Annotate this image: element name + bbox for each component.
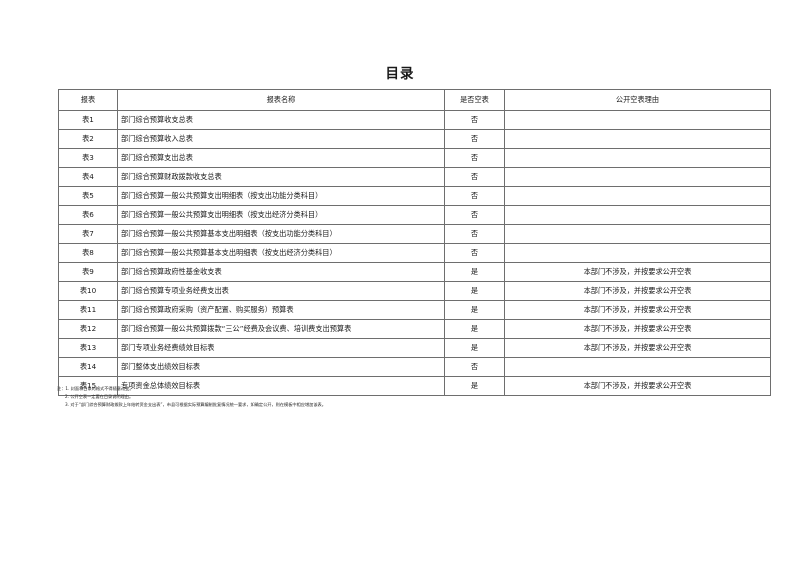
cell-is-empty: 否 — [444, 129, 505, 149]
cell-empty-reason — [504, 205, 771, 225]
cell-report-no: 表9 — [58, 262, 118, 282]
cell-report-no: 表10 — [58, 281, 118, 301]
cell-is-empty: 否 — [444, 243, 505, 263]
table-row: 表3 部门综合预算支出总表 否 — [58, 148, 771, 168]
table-row: 表5 部门综合预算一般公共预算支出明细表（按支出功能分类科目） 否 — [58, 186, 771, 206]
cell-report-no: 表15 — [58, 376, 118, 396]
cell-empty-reason: 本部门不涉及，并按要求公开空表 — [504, 300, 771, 320]
cell-empty-reason — [504, 148, 771, 168]
table-row: 表6 部门综合预算一般公共预算支出明细表（按支出经济分类科目） 否 — [58, 205, 771, 225]
cell-report-name: 部门综合预算一般公共预算基本支出明细表（按支出功能分类科目） — [117, 224, 445, 244]
cell-empty-reason: 本部门不涉及，并按要求公开空表 — [504, 262, 771, 282]
cell-is-empty: 否 — [444, 148, 505, 168]
footnote-text-1: 1. 封面和目录的格式不得随意改变。 — [65, 386, 134, 391]
table-row: 表15 专项资金总体绩效目标表 是 本部门不涉及，并按要求公开空表 — [58, 376, 771, 396]
table-body: 表1 部门综合预算收支总表 否 表2 部门综合预算收入总表 否 表3 部门综合预… — [58, 110, 771, 396]
cell-empty-reason — [504, 110, 771, 130]
cell-report-name: 部门综合预算一般公共预算支出明细表（按支出经济分类科目） — [117, 205, 445, 225]
header-empty-reason: 公开空表理由 — [504, 89, 771, 111]
header-report-name: 报表名称 — [117, 89, 445, 111]
cell-report-name: 部门专项业务经费绩效目标表 — [117, 338, 445, 358]
table-row: 表8 部门综合预算一般公共预算基本支出明细表（按支出经济分类科目） 否 — [58, 243, 771, 263]
table-row: 表4 部门综合预算财政拨款收支总表 否 — [58, 167, 771, 187]
table-row: 表2 部门综合预算收入总表 否 — [58, 129, 771, 149]
page-title: 目录 — [385, 66, 415, 82]
table-row: 表1 部门综合预算收支总表 否 — [58, 110, 771, 130]
cell-is-empty: 是 — [444, 262, 505, 282]
cell-report-name: 部门综合预算支出总表 — [117, 148, 445, 168]
cell-report-name: 部门综合预算一般公共预算支出明细表（按支出功能分类科目） — [117, 186, 445, 206]
header-is-empty: 是否空表 — [444, 89, 505, 111]
cell-report-no: 表8 — [58, 243, 118, 263]
cell-report-no: 表11 — [58, 300, 118, 320]
table-header-row: 报表 报表名称 是否空表 公开空表理由 — [58, 89, 771, 111]
table-row: 表12 部门综合预算一般公共预算拨款“三公”经费及会议费、培训费支出预算表 是 … — [58, 319, 771, 339]
cell-report-name: 部门综合预算政府采购（资产配置、购买服务）预算表 — [117, 300, 445, 320]
table-row: 表11 部门综合预算政府采购（资产配置、购买服务）预算表 是 本部门不涉及，并按… — [58, 300, 771, 320]
table-row: 表13 部门专项业务经费绩效目标表 是 本部门不涉及，并按要求公开空表 — [58, 338, 771, 358]
cell-report-no: 表14 — [58, 357, 118, 377]
cell-report-no: 表5 — [58, 186, 118, 206]
cell-empty-reason: 本部门不涉及，并按要求公开空表 — [504, 281, 771, 301]
cell-report-name: 部门整体支出绩效目标表 — [117, 357, 445, 377]
footnotes: 注：1. 封面和目录的格式不得随意改变。 2. 公开空表一定要在目录说明理由。 … — [57, 385, 757, 408]
cell-report-no: 表4 — [58, 167, 118, 187]
cell-empty-reason — [504, 129, 771, 149]
catalog-table: 报表 报表名称 是否空表 公开空表理由 表1 部门综合预算收支总表 否 表2 部… — [58, 89, 771, 396]
cell-is-empty: 是 — [444, 281, 505, 301]
cell-is-empty: 否 — [444, 205, 505, 225]
cell-empty-reason: 本部门不涉及，并按要求公开空表 — [504, 376, 771, 396]
cell-report-no: 表7 — [58, 224, 118, 244]
cell-report-name: 部门综合预算一般公共预算拨款“三公”经费及会议费、培训费支出预算表 — [117, 319, 445, 339]
cell-empty-reason — [504, 357, 771, 377]
cell-empty-reason — [504, 243, 771, 263]
cell-is-empty: 否 — [444, 167, 505, 187]
cell-report-no: 表12 — [58, 319, 118, 339]
cell-empty-reason — [504, 186, 771, 206]
cell-is-empty: 是 — [444, 338, 505, 358]
footnote-line-3: 3. 对于“部门综合预算财政拨款上年结转资金支出表”，市县可根据实际预算编制批复… — [65, 401, 326, 407]
cell-report-no: 表2 — [58, 129, 118, 149]
cell-report-name: 部门综合预算专项业务经费支出表 — [117, 281, 445, 301]
cell-report-name: 部门综合预算财政拨款收支总表 — [117, 167, 445, 187]
cell-empty-reason: 本部门不涉及，并按要求公开空表 — [504, 338, 771, 358]
table-row: 表7 部门综合预算一般公共预算基本支出明细表（按支出功能分类科目） 否 — [58, 224, 771, 244]
cell-report-no: 表3 — [58, 148, 118, 168]
cell-report-no: 表13 — [58, 338, 118, 358]
footnote-line-1: 注：1. 封面和目录的格式不得随意改变。 — [57, 385, 757, 393]
cell-report-no: 表1 — [58, 110, 118, 130]
cell-is-empty: 是 — [444, 300, 505, 320]
cell-empty-reason — [504, 167, 771, 187]
table-row: 表10 部门综合预算专项业务经费支出表 是 本部门不涉及，并按要求公开空表 — [58, 281, 771, 301]
cell-empty-reason: 本部门不涉及，并按要求公开空表 — [504, 319, 771, 339]
table-row: 表14 部门整体支出绩效目标表 否 — [58, 357, 771, 377]
cell-report-name: 部门综合预算政府性基金收支表 — [117, 262, 445, 282]
cell-report-name: 专项资金总体绩效目标表 — [117, 376, 445, 396]
table-row: 表9 部门综合预算政府性基金收支表 是 本部门不涉及，并按要求公开空表 — [58, 262, 771, 282]
header-report-no: 报表 — [58, 89, 118, 111]
cell-is-empty: 否 — [444, 224, 505, 244]
cell-is-empty: 是 — [444, 376, 505, 396]
cell-report-no: 表6 — [58, 205, 118, 225]
cell-is-empty: 否 — [444, 110, 505, 130]
cell-is-empty: 否 — [444, 357, 505, 377]
cell-report-name: 部门综合预算收入总表 — [117, 129, 445, 149]
cell-is-empty: 否 — [444, 186, 505, 206]
table-header: 报表 报表名称 是否空表 公开空表理由 — [58, 89, 771, 111]
cell-report-name: 部门综合预算收支总表 — [117, 110, 445, 130]
cell-is-empty: 是 — [444, 319, 505, 339]
footnote-line-2: 2. 公开空表一定要在目录说明理由。 — [65, 393, 134, 399]
cell-empty-reason — [504, 224, 771, 244]
footnote-label: 注： — [57, 386, 66, 391]
cell-report-name: 部门综合预算一般公共预算基本支出明细表（按支出经济分类科目） — [117, 243, 445, 263]
